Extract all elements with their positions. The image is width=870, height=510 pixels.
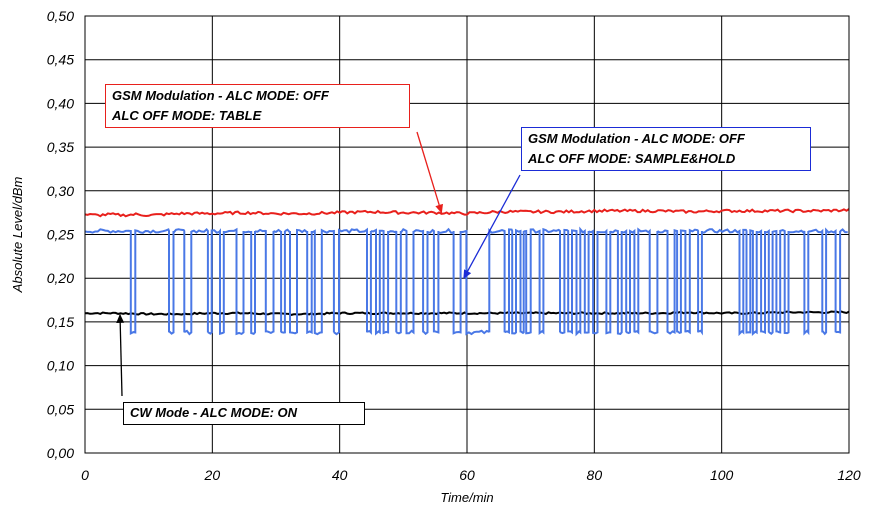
annotation-line: CW Mode - ALC MODE: ON [130, 405, 298, 420]
x-tick-label: 80 [587, 467, 603, 483]
annotation-line: ALC OFF MODE: TABLE [112, 108, 262, 123]
annotation-cw-mode: CW Mode - ALC MODE: ON [123, 402, 365, 425]
annotation-arrows [116, 131, 521, 397]
annotation-line: GSM Modulation - ALC MODE: OFF [528, 131, 745, 146]
y-tick-label: 0,05 [47, 401, 74, 417]
y-tick-label: 0,50 [47, 8, 74, 24]
annotation-sample-hold-mode: GSM Modulation - ALC MODE: OFF ALC OFF M… [521, 127, 811, 171]
x-tick-label: 100 [710, 467, 734, 483]
x-tick-labels: 0 20 40 60 80 100 120 [81, 467, 861, 483]
annotation-arrow-blue [463, 174, 521, 280]
annotation-table-mode: GSM Modulation - ALC MODE: OFF ALC OFF M… [105, 84, 410, 128]
y-tick-label: 0,45 [47, 52, 74, 68]
x-tick-label: 0 [81, 467, 89, 483]
x-tick-label: 120 [837, 467, 861, 483]
y-tick-label: 0,20 [47, 270, 74, 286]
annotation-line: GSM Modulation - ALC MODE: OFF [112, 88, 329, 103]
y-tick-label: 0,35 [47, 139, 74, 155]
y-tick-label: 0,25 [47, 227, 74, 243]
annotation-line: ALC OFF MODE: SAMPLE&HOLD [528, 151, 736, 166]
series-line-sample-hold [84, 226, 848, 337]
y-tick-label: 0,40 [47, 95, 74, 111]
annotation-arrow-red [416, 131, 444, 214]
plot-frame [84, 15, 850, 454]
annotation-arrow-black [116, 313, 125, 397]
x-axis-title: Time/min [440, 490, 493, 505]
x-tick-label: 20 [204, 467, 221, 483]
x-tick-label: 60 [459, 467, 475, 483]
y-tick-label: 0,10 [47, 358, 74, 374]
series-line-table [84, 208, 850, 218]
y-tick-label: 0,00 [47, 445, 74, 461]
y-tick-label: 0,30 [47, 183, 74, 199]
x-tick-label: 40 [332, 467, 348, 483]
y-tick-label: 0,15 [47, 314, 74, 330]
y-axis-title: Absolute Level/dBm [10, 177, 25, 294]
series-group [84, 208, 850, 337]
y-tick-labels: 0,00 0,05 0,10 0,15 0,20 0,25 0,30 0,35 0,40 0,45… [47, 8, 74, 461]
